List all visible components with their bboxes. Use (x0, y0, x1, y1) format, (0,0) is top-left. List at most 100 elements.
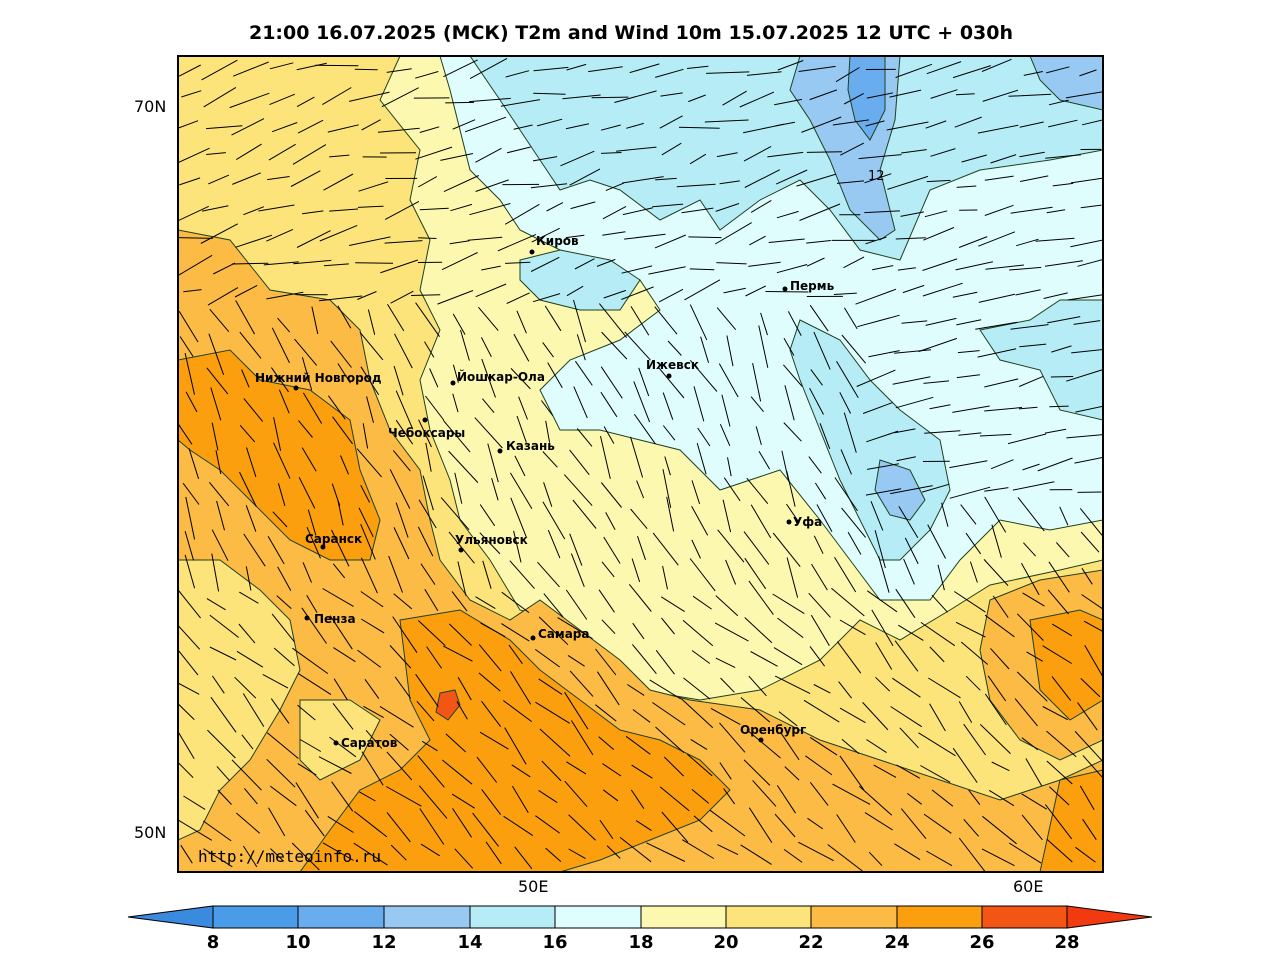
wind-barb (719, 722, 746, 753)
wind-barb (1008, 93, 1052, 97)
wind-barb (566, 761, 587, 775)
wind-barb (386, 812, 411, 843)
wind-barb (840, 142, 865, 156)
wind-barb (337, 305, 352, 329)
wind-barb (503, 700, 532, 723)
wind-barb (452, 119, 476, 130)
wind-barb (723, 477, 741, 502)
wind-barb (387, 303, 405, 332)
city-dot-samara (530, 635, 536, 641)
t24-region-south (299, 609, 731, 872)
wind-barb (185, 391, 198, 413)
wind-barb (627, 684, 645, 696)
wind-barb (420, 843, 440, 857)
city-dot-kazan (497, 448, 503, 454)
wind-barb (480, 337, 492, 358)
wind-barb (1017, 497, 1045, 532)
wind-barb (689, 304, 708, 341)
wind-barb (1075, 846, 1096, 863)
wind-barb (1042, 706, 1068, 721)
wind-barb (630, 306, 650, 336)
wind-barb (1019, 121, 1044, 128)
wind-barb (203, 86, 237, 108)
wind-barb (181, 90, 202, 98)
wind-barb (178, 649, 199, 676)
wind-barb (937, 564, 945, 591)
wind-barb (614, 90, 657, 103)
wind-barb (242, 693, 265, 727)
wind-barb (745, 285, 766, 297)
wind-barb (327, 395, 346, 420)
wind-barb (990, 459, 1014, 470)
wind-barb (185, 496, 196, 540)
wind-barb (715, 203, 740, 212)
wind-barb (1051, 623, 1073, 637)
wind-barb (478, 644, 502, 672)
wind-barb (236, 650, 264, 668)
wind-barb (565, 123, 590, 130)
wind-barb (178, 120, 199, 129)
wind-barb (333, 678, 348, 701)
wind-barb (573, 386, 588, 419)
wind-barb (201, 205, 229, 212)
wind-barb (530, 183, 568, 189)
wind-barb (990, 648, 1010, 670)
wind-barb (887, 175, 929, 190)
wind-barb (437, 290, 474, 305)
wind-barb (178, 761, 194, 779)
wind-barb (827, 844, 863, 872)
wind-barb (353, 842, 388, 866)
wind-barb (740, 697, 771, 723)
wind-barb (875, 642, 893, 670)
wind-barb (301, 607, 327, 644)
wind-barb (598, 589, 615, 613)
wind-barb (500, 99, 541, 107)
wind-barb (633, 414, 656, 445)
wind-barb (801, 116, 842, 133)
colorbar-cell (297, 905, 385, 929)
wind-barb (501, 591, 530, 614)
wind-barb (475, 283, 507, 298)
wind-barb (271, 613, 295, 643)
wind-barb (506, 146, 531, 154)
wind-barb (207, 729, 236, 759)
wind-barb (478, 306, 499, 331)
wind-barb (1016, 671, 1048, 702)
colorbar-label: 12 (371, 932, 396, 953)
wind-barb (890, 706, 922, 728)
wind-barb (714, 622, 749, 642)
wind-barb (616, 146, 657, 152)
t26-region (435, 689, 461, 721)
wind-barb (858, 154, 902, 160)
wind-barb (385, 786, 422, 807)
wind-barb (1025, 758, 1043, 787)
wind-barb (1079, 69, 1097, 77)
city-dot-saransk (320, 544, 326, 550)
colorbar-label: 16 (542, 932, 567, 953)
wind-barb (926, 179, 951, 183)
wind-barb (211, 529, 229, 561)
wind-barb (923, 380, 950, 384)
wind-barb (894, 843, 921, 861)
wind-barb (923, 227, 955, 241)
wind-barb (843, 256, 865, 269)
wind-barb (596, 258, 616, 267)
wind-barb (1066, 369, 1103, 382)
wind-barb (239, 424, 256, 443)
wind-barb (570, 720, 594, 756)
wind-barb (783, 422, 802, 442)
wind-barb (299, 739, 322, 752)
wind-barb (774, 813, 796, 838)
wind-barb (591, 96, 629, 99)
wind-barb (574, 360, 593, 386)
wind-barb (866, 739, 887, 754)
wind-barb (267, 536, 285, 565)
wind-barb (798, 65, 836, 72)
wind-barb (184, 554, 196, 589)
wind-barb (562, 94, 601, 100)
wind-barb (216, 500, 225, 531)
wind-barb (892, 376, 931, 385)
colorbar-label: 24 (884, 932, 909, 953)
wind-barb (894, 640, 919, 672)
wind-barb (268, 807, 286, 837)
